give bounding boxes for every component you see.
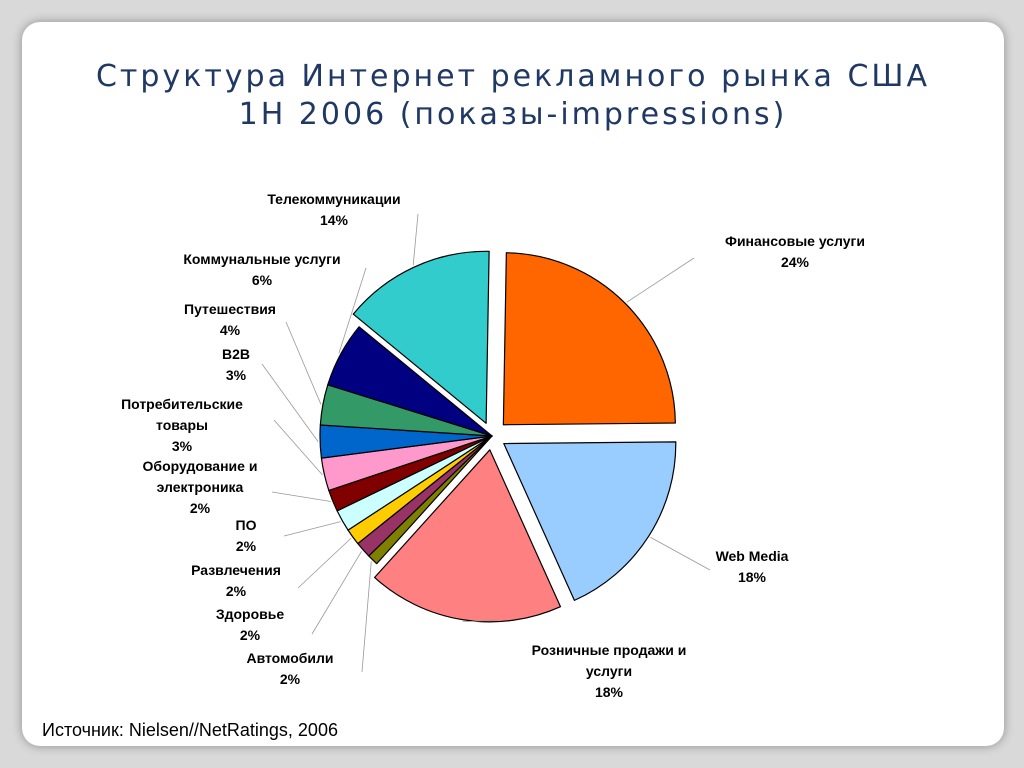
slice-label-7: ПО 2% [236,517,257,554]
slice-label-9: Потребительские товары 3% [121,396,243,454]
pie-slice-3 [373,449,562,623]
slice-label-6: Развлечения 2% [191,562,281,599]
slice-label-3: Розничные продажи и услуги 18% [532,642,687,700]
leader-line-3 [462,619,499,623]
slice-label-2: Web Media 18% [716,548,789,585]
slice-label-8: Оборудование и электроника 2% [143,458,258,516]
leader-line-5 [311,551,362,635]
chart-title-line-2: 1H 2006 (показы-impressions) [238,97,788,132]
leader-line-4 [361,561,372,673]
slice-label-1: Финансовые услуги 24% [725,233,865,270]
leader-lines [261,213,711,673]
pie-slice-2 [503,441,677,601]
leader-line-7 [283,521,341,537]
chart-title: Структура Интернет рекламного рынка США … [22,58,1004,134]
source-note: Источник: Nielsen//NetRatings, 2006 [42,720,338,740]
slice-label-4: Автомобили 2% [246,650,333,687]
slice-label-5: Здоровье 2% [216,606,285,643]
slide-card: Структура Интернет рекламного рынка США … [22,22,1004,746]
leader-line-8 [271,491,331,502]
pie-chart: Финансовые услуги 24% Web Media 18% Розничны… [121,191,865,700]
leader-line-9 [273,419,323,476]
slice-labels: Финансовые услуги 24% Web Media 18% Розничны… [121,191,865,700]
pie-slice-12 [327,326,493,437]
leader-line-12 [338,267,367,354]
leader-line-11 [285,321,322,405]
slice-label-10: B2B 3% [222,346,250,383]
slice-label-12: Коммунальные услуги 6% [183,251,340,288]
chart-title-line-1: Структура Интернет рекламного рынка США [95,59,930,94]
leader-line-6 [297,537,352,589]
leader-line-2 [650,536,711,571]
leader-line-13 [412,213,419,266]
pie-slice-1 [502,252,676,426]
pie-slices [319,250,677,623]
leader-line-1 [626,257,695,303]
slice-label-13: Телекоммуникации 14% [267,191,400,228]
slice-label-11: Путешествия 4% [184,301,276,338]
leader-line-10 [261,363,319,442]
pie-slice-13 [352,250,490,424]
